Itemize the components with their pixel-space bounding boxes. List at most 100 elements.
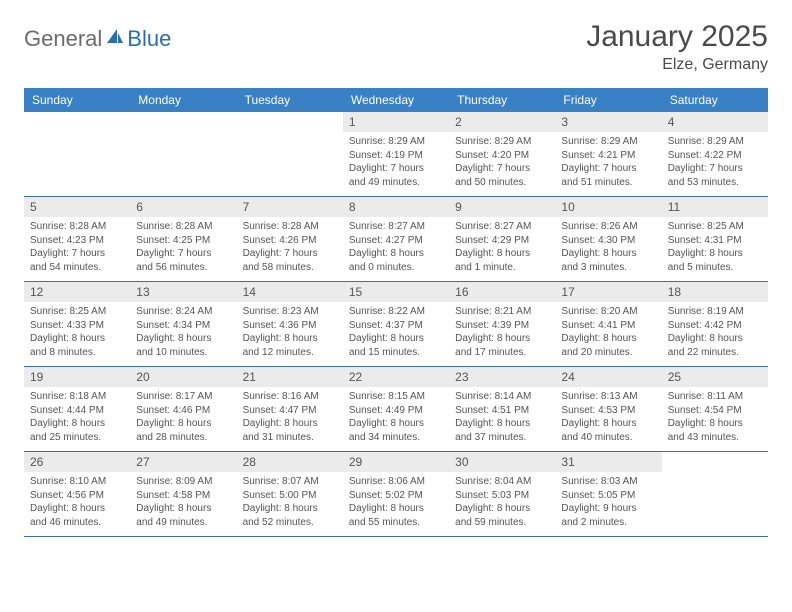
day-line-ss: Sunset: 4:51 PM <box>455 404 549 418</box>
day-number: 21 <box>237 367 343 387</box>
day-line-sr: Sunrise: 8:10 AM <box>30 475 124 489</box>
day-cell: 27Sunrise: 8:09 AMSunset: 4:58 PMDayligh… <box>130 452 236 536</box>
logo-text-blue: Blue <box>127 26 171 52</box>
day-details: Sunrise: 8:19 AMSunset: 4:42 PMDaylight:… <box>662 302 768 363</box>
day-cell <box>130 112 236 196</box>
day-number: 5 <box>24 197 130 217</box>
day-line-d1: Daylight: 8 hours <box>668 247 762 261</box>
day-line-d1: Daylight: 8 hours <box>136 332 230 346</box>
day-details: Sunrise: 8:09 AMSunset: 4:58 PMDaylight:… <box>130 472 236 533</box>
day-line-d2: and 15 minutes. <box>349 346 443 360</box>
month-title: January 2025 <box>586 20 768 54</box>
day-number: 17 <box>555 282 661 302</box>
day-line-ss: Sunset: 4:25 PM <box>136 234 230 248</box>
day-line-sr: Sunrise: 8:16 AM <box>243 390 337 404</box>
day-details: Sunrise: 8:11 AMSunset: 4:54 PMDaylight:… <box>662 387 768 448</box>
day-line-d1: Daylight: 8 hours <box>455 332 549 346</box>
day-details: Sunrise: 8:18 AMSunset: 4:44 PMDaylight:… <box>24 387 130 448</box>
day-line-d2: and 49 minutes. <box>349 176 443 190</box>
day-line-ss: Sunset: 4:29 PM <box>455 234 549 248</box>
day-line-ss: Sunset: 4:53 PM <box>561 404 655 418</box>
day-line-sr: Sunrise: 8:26 AM <box>561 220 655 234</box>
day-details: Sunrise: 8:25 AMSunset: 4:33 PMDaylight:… <box>24 302 130 363</box>
day-cell: 11Sunrise: 8:25 AMSunset: 4:31 PMDayligh… <box>662 197 768 281</box>
day-line-d2: and 2 minutes. <box>561 516 655 530</box>
day-details: Sunrise: 8:17 AMSunset: 4:46 PMDaylight:… <box>130 387 236 448</box>
day-line-ss: Sunset: 5:03 PM <box>455 489 549 503</box>
day-line-d2: and 5 minutes. <box>668 261 762 275</box>
day-cell: 12Sunrise: 8:25 AMSunset: 4:33 PMDayligh… <box>24 282 130 366</box>
day-cell: 16Sunrise: 8:21 AMSunset: 4:39 PMDayligh… <box>449 282 555 366</box>
day-number: 19 <box>24 367 130 387</box>
day-details: Sunrise: 8:20 AMSunset: 4:41 PMDaylight:… <box>555 302 661 363</box>
weeks-container: 1Sunrise: 8:29 AMSunset: 4:19 PMDaylight… <box>24 112 768 537</box>
day-number: 7 <box>237 197 343 217</box>
day-line-ss: Sunset: 4:49 PM <box>349 404 443 418</box>
day-line-ss: Sunset: 4:44 PM <box>30 404 124 418</box>
day-line-sr: Sunrise: 8:29 AM <box>561 135 655 149</box>
day-line-sr: Sunrise: 8:07 AM <box>243 475 337 489</box>
day-line-sr: Sunrise: 8:27 AM <box>349 220 443 234</box>
day-line-d2: and 20 minutes. <box>561 346 655 360</box>
day-details: Sunrise: 8:28 AMSunset: 4:26 PMDaylight:… <box>237 217 343 278</box>
day-line-ss: Sunset: 4:33 PM <box>30 319 124 333</box>
day-details: Sunrise: 8:14 AMSunset: 4:51 PMDaylight:… <box>449 387 555 448</box>
day-line-ss: Sunset: 4:47 PM <box>243 404 337 418</box>
day-cell: 2Sunrise: 8:29 AMSunset: 4:20 PMDaylight… <box>449 112 555 196</box>
day-cell: 8Sunrise: 8:27 AMSunset: 4:27 PMDaylight… <box>343 197 449 281</box>
day-line-ss: Sunset: 4:21 PM <box>561 149 655 163</box>
week-row: 26Sunrise: 8:10 AMSunset: 4:56 PMDayligh… <box>24 452 768 537</box>
day-details: Sunrise: 8:15 AMSunset: 4:49 PMDaylight:… <box>343 387 449 448</box>
day-number: 11 <box>662 197 768 217</box>
day-line-ss: Sunset: 5:00 PM <box>243 489 337 503</box>
day-line-d2: and 58 minutes. <box>243 261 337 275</box>
day-cell: 3Sunrise: 8:29 AMSunset: 4:21 PMDaylight… <box>555 112 661 196</box>
day-line-d1: Daylight: 7 hours <box>561 162 655 176</box>
day-details: Sunrise: 8:16 AMSunset: 4:47 PMDaylight:… <box>237 387 343 448</box>
day-line-ss: Sunset: 5:05 PM <box>561 489 655 503</box>
day-line-d2: and 25 minutes. <box>30 431 124 445</box>
day-line-d1: Daylight: 8 hours <box>668 417 762 431</box>
week-row: 12Sunrise: 8:25 AMSunset: 4:33 PMDayligh… <box>24 282 768 367</box>
day-line-sr: Sunrise: 8:29 AM <box>349 135 443 149</box>
day-line-ss: Sunset: 4:42 PM <box>668 319 762 333</box>
day-line-d2: and 8 minutes. <box>30 346 124 360</box>
day-line-sr: Sunrise: 8:19 AM <box>668 305 762 319</box>
day-line-ss: Sunset: 4:56 PM <box>30 489 124 503</box>
day-header: Thursday <box>449 88 555 112</box>
day-line-sr: Sunrise: 8:29 AM <box>668 135 762 149</box>
day-number: 12 <box>24 282 130 302</box>
day-number: 18 <box>662 282 768 302</box>
day-number: 25 <box>662 367 768 387</box>
day-header-row: SundayMondayTuesdayWednesdayThursdayFrid… <box>24 88 768 112</box>
day-line-sr: Sunrise: 8:15 AM <box>349 390 443 404</box>
day-cell: 15Sunrise: 8:22 AMSunset: 4:37 PMDayligh… <box>343 282 449 366</box>
day-number: 24 <box>555 367 661 387</box>
day-line-sr: Sunrise: 8:11 AM <box>668 390 762 404</box>
day-cell: 24Sunrise: 8:13 AMSunset: 4:53 PMDayligh… <box>555 367 661 451</box>
day-details: Sunrise: 8:27 AMSunset: 4:27 PMDaylight:… <box>343 217 449 278</box>
day-header: Monday <box>130 88 236 112</box>
week-row: 5Sunrise: 8:28 AMSunset: 4:23 PMDaylight… <box>24 197 768 282</box>
day-line-ss: Sunset: 4:26 PM <box>243 234 337 248</box>
day-cell: 19Sunrise: 8:18 AMSunset: 4:44 PMDayligh… <box>24 367 130 451</box>
day-line-d2: and 50 minutes. <box>455 176 549 190</box>
day-cell: 10Sunrise: 8:26 AMSunset: 4:30 PMDayligh… <box>555 197 661 281</box>
day-line-d2: and 34 minutes. <box>349 431 443 445</box>
day-cell: 31Sunrise: 8:03 AMSunset: 5:05 PMDayligh… <box>555 452 661 536</box>
day-cell: 5Sunrise: 8:28 AMSunset: 4:23 PMDaylight… <box>24 197 130 281</box>
day-cell <box>24 112 130 196</box>
day-details: Sunrise: 8:07 AMSunset: 5:00 PMDaylight:… <box>237 472 343 533</box>
day-line-d1: Daylight: 8 hours <box>455 502 549 516</box>
day-line-sr: Sunrise: 8:28 AM <box>30 220 124 234</box>
day-line-d1: Daylight: 8 hours <box>455 417 549 431</box>
day-cell: 17Sunrise: 8:20 AMSunset: 4:41 PMDayligh… <box>555 282 661 366</box>
day-line-ss: Sunset: 4:22 PM <box>668 149 762 163</box>
day-line-d2: and 53 minutes. <box>668 176 762 190</box>
day-line-d1: Daylight: 8 hours <box>561 417 655 431</box>
day-line-d2: and 52 minutes. <box>243 516 337 530</box>
day-number: 23 <box>449 367 555 387</box>
day-number: 27 <box>130 452 236 472</box>
day-line-d1: Daylight: 7 hours <box>455 162 549 176</box>
day-line-d2: and 59 minutes. <box>455 516 549 530</box>
